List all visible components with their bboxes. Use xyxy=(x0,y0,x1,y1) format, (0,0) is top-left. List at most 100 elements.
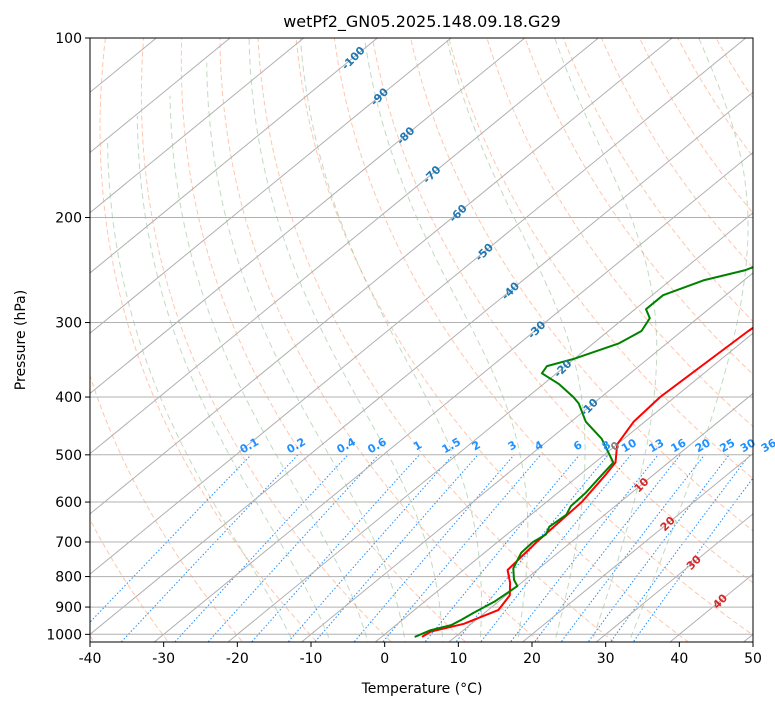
x-tick-label: -40 xyxy=(79,651,102,667)
y-tick-label: 100 xyxy=(55,31,82,47)
isotherm-line xyxy=(90,38,600,455)
mixing-ratio-line xyxy=(120,454,299,642)
x-tick-label: 40 xyxy=(670,651,688,667)
x-tick-label: 10 xyxy=(449,651,467,667)
x-tick-label: 0 xyxy=(380,651,389,667)
isotherm-line xyxy=(90,38,526,395)
isotherm-label: -40 xyxy=(499,279,522,302)
x-axis-label: Temperature (°C) xyxy=(361,681,483,697)
mixing-ratio-label: 1 xyxy=(411,438,424,453)
isotherm-label: 20 xyxy=(658,514,678,534)
mixing-ratio-label: 0.2 xyxy=(284,435,307,456)
dry-adiabat-line xyxy=(219,38,541,642)
moist-adiabat-line xyxy=(107,142,294,642)
dry-adiabat-line xyxy=(448,38,753,480)
moist-adiabat-line xyxy=(248,38,444,642)
dry-adiabat-line xyxy=(486,38,753,428)
dry-adiabat-line xyxy=(333,38,753,636)
y-tick-label: 500 xyxy=(55,448,82,464)
isotherm-line xyxy=(90,38,747,575)
plot-frame xyxy=(89,37,754,643)
moist-adiabat-line xyxy=(446,38,586,642)
temperature-profile-line xyxy=(421,326,753,638)
isotherm-label: 10 xyxy=(632,475,652,495)
x-tick-label: -20 xyxy=(226,651,249,667)
dry-adiabat-line xyxy=(90,518,170,642)
isotherm-line xyxy=(448,392,753,642)
isotherm-label: 30 xyxy=(684,553,704,573)
isotherm-line xyxy=(90,38,231,154)
mixing-ratio-line xyxy=(560,454,705,642)
isotherm-label: -100 xyxy=(339,44,368,73)
mixing-ratio-label: 20 xyxy=(693,436,713,455)
isotherm-line xyxy=(300,272,753,642)
dry-adiabat-line xyxy=(371,38,753,584)
mixing-ratio-line xyxy=(251,454,420,642)
y-tick-label: 800 xyxy=(55,570,82,586)
moist-adiabat-line xyxy=(169,95,369,642)
isotherm-line xyxy=(90,91,753,635)
mixing-ratio-line xyxy=(207,454,380,642)
isotherm-line xyxy=(90,38,379,274)
dry-adiabat-line xyxy=(600,38,753,269)
moist-adiabat-line xyxy=(363,38,529,642)
mixing-ratio-label: 0.4 xyxy=(334,435,358,456)
dry-adiabat-line xyxy=(295,38,690,642)
moist-adiabat-line xyxy=(299,38,482,642)
moist-adiabat-line xyxy=(206,62,406,642)
isotherm-line xyxy=(595,513,753,642)
isotherm-line xyxy=(374,332,753,642)
x-tick-label: -10 xyxy=(300,651,323,667)
mixing-ratio-line xyxy=(90,454,252,623)
mixing-ratio-label: 30 xyxy=(738,436,758,455)
y-tick-label: 600 xyxy=(55,495,82,511)
chart-title: wetPf2_GN05.2025.148.09.18.G29 xyxy=(283,12,561,32)
isotherm-label: 40 xyxy=(710,591,730,611)
x-tick-label: 30 xyxy=(597,651,615,667)
isotherm-line xyxy=(90,38,673,515)
dry-adiabat-line xyxy=(180,38,467,642)
dry-adiabat-line xyxy=(257,38,615,642)
y-tick-label: 300 xyxy=(55,316,82,332)
x-tick-label: 50 xyxy=(744,651,762,667)
dry-adiabat-line xyxy=(99,38,318,642)
isotherm-label: -10 xyxy=(578,396,601,419)
isotherm-line xyxy=(521,452,753,642)
mixing-ratio-line xyxy=(353,454,515,642)
moist-adiabat-line xyxy=(554,38,658,642)
dry-adiabat-line xyxy=(677,38,753,158)
mixing-ratio-label: 13 xyxy=(647,436,667,455)
dry-adiabat-line xyxy=(140,38,392,642)
x-tick-label: 20 xyxy=(523,651,541,667)
isotherm-label: -60 xyxy=(447,202,470,225)
dry-adiabat-line xyxy=(562,38,753,323)
mixing-ratio-label: 25 xyxy=(718,436,738,455)
mixing-ratio-line xyxy=(632,477,753,642)
isotherm-label: -70 xyxy=(420,163,443,186)
mixing-ratio-line xyxy=(174,454,349,642)
y-tick-label: 700 xyxy=(55,535,82,551)
y-tick-label: 200 xyxy=(55,211,82,227)
dry-adiabat-line xyxy=(410,38,753,532)
isotherm-line xyxy=(669,573,753,642)
y-axis-label: Pressure (hPa) xyxy=(13,290,29,390)
mixing-ratio-label: 6 xyxy=(571,438,584,453)
isotherm-line xyxy=(90,38,452,334)
mixing-ratio-line xyxy=(314,454,479,642)
dry-adiabat-line xyxy=(90,374,244,642)
y-tick-label: 1000 xyxy=(46,627,82,643)
mixing-ratio-line xyxy=(533,454,681,642)
dewpoint-profile-line xyxy=(414,266,753,638)
mixing-ratio-label: 16 xyxy=(669,436,689,455)
isotherm-label: -80 xyxy=(394,124,417,147)
mixing-ratio-line xyxy=(587,454,730,642)
x-tick-label: -30 xyxy=(152,651,175,667)
mixing-ratio-line xyxy=(382,454,542,642)
mixing-ratio-label: 3 xyxy=(506,438,519,453)
mixing-ratio-line xyxy=(609,454,751,642)
mixing-ratio-line xyxy=(480,454,632,642)
isotherm-line xyxy=(90,38,305,214)
mixing-ratio-label: 36 xyxy=(759,436,775,455)
isotherm-line xyxy=(153,151,753,642)
